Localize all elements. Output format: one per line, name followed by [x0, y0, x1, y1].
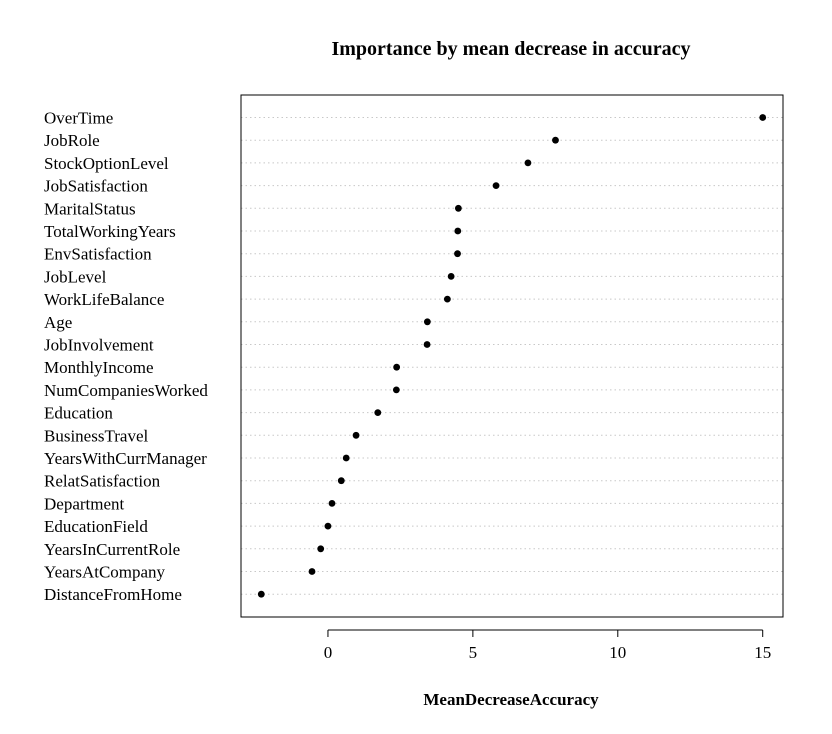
- data-point: [423, 318, 431, 326]
- x-tick-label: 10: [609, 643, 626, 662]
- category-label: OverTime: [44, 109, 113, 128]
- data-point: [524, 159, 532, 167]
- category-label: JobLevel: [44, 267, 107, 286]
- data-point: [552, 136, 559, 144]
- data-point: [454, 250, 461, 258]
- category-label: EnvSatisfaction: [44, 245, 152, 264]
- data-point: [352, 431, 360, 439]
- data-point: [392, 386, 400, 394]
- data-point: [759, 114, 767, 121]
- data-point: [308, 568, 316, 575]
- x-axis: 0 5 10 15: [324, 629, 771, 662]
- data-point: [447, 273, 455, 280]
- category-label: JobRole: [44, 131, 100, 150]
- category-label: NumCompaniesWorked: [44, 381, 208, 400]
- row-labels: OverTime JobRole StockOptionLevel JobSatisf…: [44, 109, 208, 605]
- category-label: WorkLifeBalance: [44, 290, 164, 309]
- category-label: DistanceFromHome: [44, 585, 182, 604]
- data-point: [342, 454, 350, 462]
- category-label: YearsAtCompany: [44, 563, 166, 582]
- category-label: Age: [44, 313, 72, 332]
- x-axis-label: MeanDecreaseAccuracy: [423, 690, 599, 709]
- category-label: StockOptionLevel: [44, 154, 169, 173]
- gridlines: [241, 117, 783, 595]
- data-point: [454, 227, 462, 235]
- category-label: JobSatisfaction: [44, 177, 148, 196]
- data-point: [328, 500, 336, 507]
- category-label: Education: [44, 404, 113, 423]
- data-point: [337, 477, 345, 485]
- x-tick-label: 0: [324, 643, 333, 662]
- data-points: [257, 114, 767, 598]
- category-label: YearsInCurrentRole: [44, 540, 180, 559]
- data-point: [257, 590, 265, 598]
- category-label: RelatSatisfaction: [44, 472, 161, 491]
- data-point: [393, 363, 401, 371]
- x-tick-label: 15: [754, 643, 771, 662]
- category-label: JobInvolvement: [44, 336, 154, 355]
- x-tick-label: 5: [469, 643, 478, 662]
- category-label: MonthlyIncome: [44, 358, 154, 377]
- plot-frame: [240, 94, 784, 618]
- category-label: Department: [44, 494, 125, 513]
- data-point: [317, 545, 325, 553]
- category-label: YearsWithCurrManager: [44, 449, 207, 468]
- category-label: BusinessTravel: [44, 426, 148, 445]
- data-point: [423, 341, 431, 348]
- category-label: EducationField: [44, 517, 148, 536]
- data-point: [374, 409, 382, 416]
- data-point: [492, 182, 500, 190]
- category-label: MaritalStatus: [44, 199, 136, 218]
- data-point: [443, 295, 451, 303]
- data-point: [324, 522, 332, 530]
- chart-title: Importance by mean decrease in accuracy: [331, 38, 690, 60]
- category-label: TotalWorkingYears: [44, 222, 176, 241]
- data-point: [454, 204, 462, 212]
